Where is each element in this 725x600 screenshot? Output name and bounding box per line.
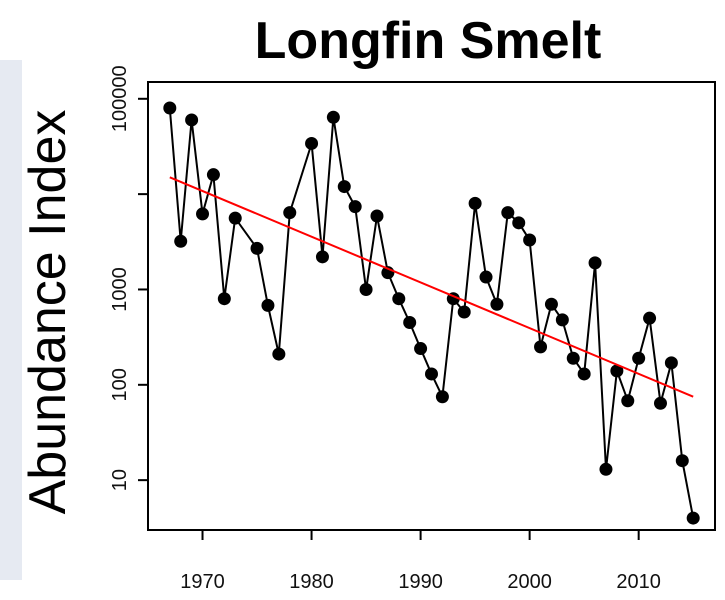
data-point — [490, 297, 504, 311]
data-point — [632, 351, 646, 365]
data-point — [283, 206, 297, 220]
data-point — [544, 297, 558, 311]
data-point — [675, 454, 689, 468]
data-point — [261, 298, 275, 312]
axes: 1970 1980 1990 2000 2010 10 100 1000 100000 — [109, 65, 661, 593]
data-point — [523, 233, 537, 247]
x-tick-label: 2000 — [507, 571, 552, 593]
data-point — [250, 241, 264, 255]
data-point — [196, 207, 210, 221]
y-tick-label: 100 — [109, 368, 131, 401]
data-point — [163, 101, 177, 115]
data-point — [228, 211, 242, 225]
data-point — [185, 113, 199, 127]
y-tick-label: 10 — [109, 469, 131, 491]
data-point — [566, 351, 580, 365]
data-point — [686, 511, 700, 525]
data-point — [315, 250, 329, 264]
data-point — [643, 311, 657, 325]
data-point — [610, 364, 624, 378]
data-point — [653, 396, 667, 410]
data-point — [534, 340, 548, 354]
x-tick-label: 1980 — [289, 571, 334, 593]
data-point — [326, 110, 340, 124]
data-point — [479, 270, 493, 284]
x-tick-label: 1990 — [398, 571, 443, 593]
data-point — [621, 394, 635, 408]
data-point — [370, 209, 384, 223]
data-point — [435, 390, 449, 404]
data-point — [664, 356, 678, 370]
slide-edge-strip — [0, 60, 22, 580]
plot-frame — [147, 81, 716, 531]
data-point — [457, 305, 471, 319]
data-point — [588, 256, 602, 270]
y-tick-label: 100000 — [109, 65, 131, 132]
data-point — [468, 196, 482, 210]
trend-line — [169, 176, 694, 398]
data-point — [174, 234, 188, 248]
chart-title: Longfin Smelt — [255, 12, 602, 70]
data-point — [272, 347, 286, 361]
x-tick-label: 1970 — [180, 571, 225, 593]
data-point — [555, 313, 569, 327]
y-axis-label: Abundance Index — [19, 110, 77, 515]
data-point — [359, 282, 373, 296]
series-line — [168, 107, 695, 519]
data-point — [206, 168, 220, 182]
data-point — [414, 342, 428, 356]
data-point — [512, 216, 526, 230]
data-point — [577, 367, 591, 381]
data-point — [403, 316, 417, 330]
data-point — [392, 292, 406, 306]
data-point — [337, 180, 351, 194]
data-point — [425, 367, 438, 381]
y-tick-label: 1000 — [109, 267, 131, 312]
data-marks — [163, 101, 700, 525]
x-tick-label: 2010 — [616, 571, 661, 593]
data-point — [217, 292, 231, 306]
data-point — [348, 200, 362, 214]
data-point — [501, 206, 515, 220]
data-point — [599, 462, 613, 476]
data-point — [305, 136, 319, 150]
